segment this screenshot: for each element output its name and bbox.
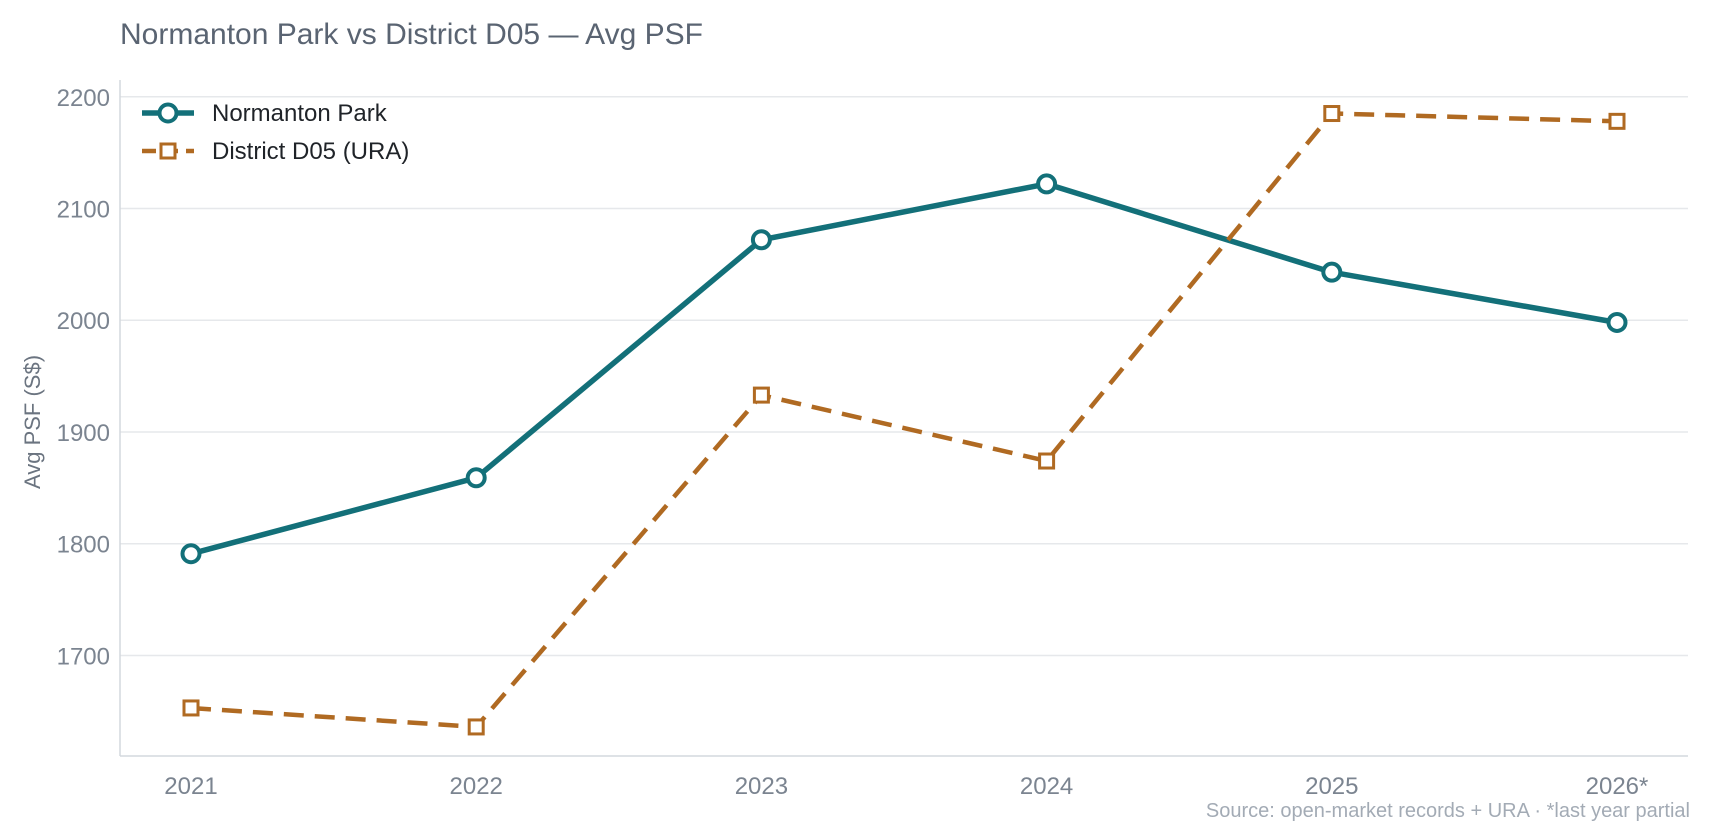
- legend-marker: [159, 142, 177, 160]
- y-tick-label: 2100: [57, 196, 110, 223]
- data-point: [1608, 112, 1626, 130]
- data-point: [752, 386, 770, 404]
- data-point: [467, 718, 485, 736]
- series-lines: [180, 105, 1628, 736]
- data-point: [750, 229, 772, 251]
- x-tick-label: 2022: [450, 773, 503, 800]
- gridlines: [120, 96, 1688, 657]
- data-point: [465, 467, 487, 489]
- data-point: [1036, 173, 1058, 195]
- data-point: [1321, 261, 1343, 283]
- x-tick-label: 2021: [164, 773, 217, 800]
- x-tick-label: 2023: [735, 773, 788, 800]
- y-tick-label: 1700: [57, 643, 110, 670]
- series-line-1: [190, 181, 1618, 557]
- data-point: [1323, 105, 1341, 123]
- x-tick-label: 2024: [1020, 773, 1073, 800]
- data-point: [182, 699, 200, 717]
- legend: Normanton Park District D05 (URA): [142, 100, 409, 165]
- legend-label: District D05 (URA): [212, 138, 409, 165]
- x-tick-label: 2026*: [1586, 773, 1649, 800]
- y-tick-label: 2000: [57, 308, 110, 335]
- y-axis-title: Avg PSF (S$): [20, 355, 45, 489]
- chart-title: Normanton Park vs District D05 — Avg PSF: [120, 18, 703, 51]
- legend-label: Normanton Park: [212, 100, 388, 127]
- series-line-2: [190, 111, 1618, 730]
- data-point: [1606, 311, 1628, 333]
- chart-footnote: Source: open-market records + URA · *las…: [1205, 800, 1690, 822]
- y-tick-label: 1900: [57, 420, 110, 447]
- axes: 1700 1800 1900 2000 2100 2200 2021 2022 2023 2024…: [57, 80, 1688, 800]
- data-point: [180, 543, 202, 565]
- y-tick-label: 1800: [57, 532, 110, 559]
- y-tick-label: 2200: [57, 85, 110, 112]
- data-point: [1038, 452, 1056, 470]
- legend-marker: [157, 102, 179, 124]
- x-tick-label: 2025: [1305, 773, 1358, 800]
